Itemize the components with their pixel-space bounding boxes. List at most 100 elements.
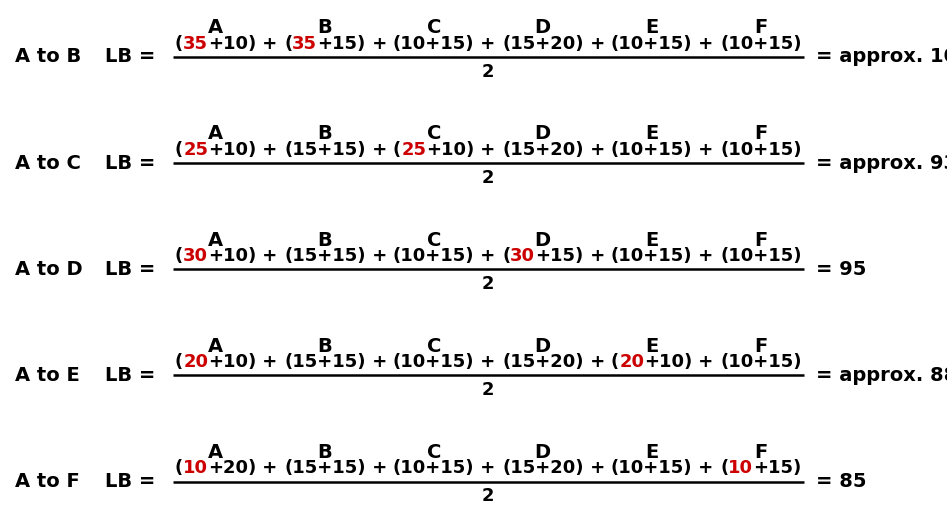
Text: (10+15): (10+15) xyxy=(393,459,474,477)
Text: F: F xyxy=(754,230,767,250)
Text: = approx. 103: = approx. 103 xyxy=(815,47,947,66)
Text: +: + xyxy=(583,247,611,265)
Text: A to D: A to D xyxy=(15,260,82,279)
Text: (15+15): (15+15) xyxy=(284,247,366,265)
Text: C: C xyxy=(426,230,441,250)
Text: C: C xyxy=(426,337,441,356)
Text: A: A xyxy=(208,124,223,143)
Text: +15): +15) xyxy=(753,459,801,477)
Text: (: ( xyxy=(175,353,184,371)
Text: (15+20): (15+20) xyxy=(502,459,583,477)
Text: +: + xyxy=(366,247,393,265)
Text: E: E xyxy=(645,230,658,250)
Text: A: A xyxy=(208,443,223,462)
Text: +: + xyxy=(474,459,502,477)
Text: = approx. 93: = approx. 93 xyxy=(815,153,947,173)
Text: +: + xyxy=(583,459,611,477)
Text: A: A xyxy=(208,230,223,250)
Text: +: + xyxy=(474,247,502,265)
Text: 30: 30 xyxy=(184,247,208,265)
Text: 30: 30 xyxy=(510,247,535,265)
Text: (10+15): (10+15) xyxy=(720,141,801,159)
Text: B: B xyxy=(317,124,332,143)
Text: 10: 10 xyxy=(184,459,208,477)
Text: 35: 35 xyxy=(184,35,208,53)
Text: 2: 2 xyxy=(482,63,494,81)
Text: (: ( xyxy=(175,141,184,159)
Text: +: + xyxy=(583,141,611,159)
Text: 25: 25 xyxy=(184,141,208,159)
Text: +: + xyxy=(692,459,720,477)
Text: 2: 2 xyxy=(482,275,494,293)
Text: LB =: LB = xyxy=(105,260,155,279)
Text: +15): +15) xyxy=(535,247,583,265)
Text: +: + xyxy=(692,353,720,371)
Text: (10+15): (10+15) xyxy=(393,35,474,53)
Text: C: C xyxy=(426,443,441,462)
Text: (: ( xyxy=(175,247,184,265)
Text: (15+20): (15+20) xyxy=(502,353,583,371)
Text: D: D xyxy=(535,18,551,37)
Text: E: E xyxy=(645,124,658,143)
Text: 35: 35 xyxy=(293,35,317,53)
Text: LB =: LB = xyxy=(105,153,155,173)
Text: C: C xyxy=(426,124,441,143)
Text: +: + xyxy=(257,353,284,371)
Text: +: + xyxy=(366,141,393,159)
Text: 25: 25 xyxy=(402,141,426,159)
Text: (10+15): (10+15) xyxy=(611,141,692,159)
Text: B: B xyxy=(317,443,332,462)
Text: B: B xyxy=(317,230,332,250)
Text: 2: 2 xyxy=(482,169,494,187)
Text: +: + xyxy=(257,247,284,265)
Text: A to C: A to C xyxy=(15,153,80,173)
Text: +: + xyxy=(692,141,720,159)
Text: 10: 10 xyxy=(728,459,753,477)
Text: +10): +10) xyxy=(208,35,257,53)
Text: +: + xyxy=(692,35,720,53)
Text: A: A xyxy=(208,18,223,37)
Text: (15+15): (15+15) xyxy=(284,459,366,477)
Text: F: F xyxy=(754,124,767,143)
Text: +: + xyxy=(366,459,393,477)
Text: +: + xyxy=(474,35,502,53)
Text: D: D xyxy=(535,124,551,143)
Text: F: F xyxy=(754,337,767,356)
Text: F: F xyxy=(754,18,767,37)
Text: (10+15): (10+15) xyxy=(720,35,801,53)
Text: +: + xyxy=(257,141,284,159)
Text: 20: 20 xyxy=(184,353,208,371)
Text: +: + xyxy=(692,247,720,265)
Text: (15+15): (15+15) xyxy=(284,141,366,159)
Text: LB =: LB = xyxy=(105,366,155,385)
Text: (: ( xyxy=(175,35,184,53)
Text: (10+15): (10+15) xyxy=(611,459,692,477)
Text: E: E xyxy=(645,337,658,356)
Text: 20: 20 xyxy=(619,353,644,371)
Text: +: + xyxy=(583,353,611,371)
Text: (15+15): (15+15) xyxy=(284,353,366,371)
Text: (10+15): (10+15) xyxy=(720,247,801,265)
Text: +: + xyxy=(474,353,502,371)
Text: (10+15): (10+15) xyxy=(611,35,692,53)
Text: E: E xyxy=(645,443,658,462)
Text: 2: 2 xyxy=(482,487,494,506)
Text: D: D xyxy=(535,337,551,356)
Text: B: B xyxy=(317,337,332,356)
Text: +: + xyxy=(583,35,611,53)
Text: +15): +15) xyxy=(317,35,366,53)
Text: D: D xyxy=(535,443,551,462)
Text: +10): +10) xyxy=(208,247,257,265)
Text: = approx. 88: = approx. 88 xyxy=(815,366,947,385)
Text: (: ( xyxy=(175,459,184,477)
Text: +: + xyxy=(257,459,284,477)
Text: F: F xyxy=(754,443,767,462)
Text: A to B: A to B xyxy=(15,47,81,66)
Text: (: ( xyxy=(284,35,293,53)
Text: (10+15): (10+15) xyxy=(720,353,801,371)
Text: +10): +10) xyxy=(426,141,474,159)
Text: +10): +10) xyxy=(208,353,257,371)
Text: +: + xyxy=(257,35,284,53)
Text: +20): +20) xyxy=(208,459,257,477)
Text: LB =: LB = xyxy=(105,47,155,66)
